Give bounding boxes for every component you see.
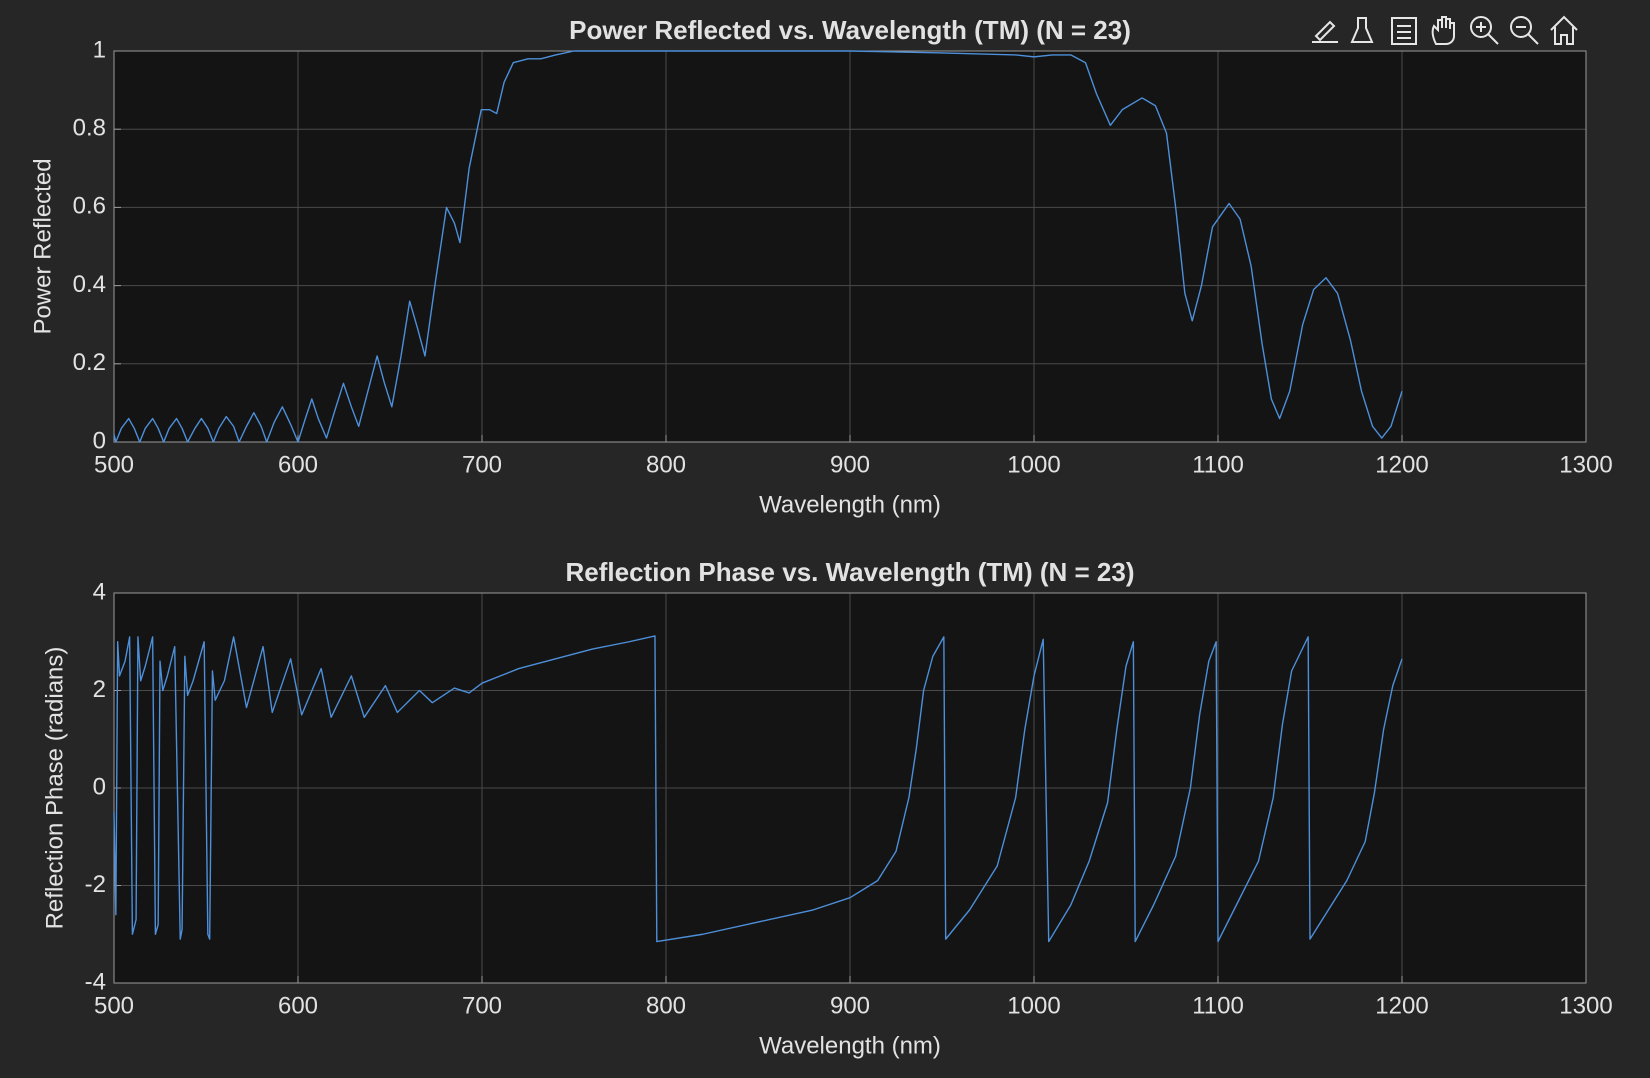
y-tick-label: 0 xyxy=(93,427,106,454)
y-tick-label: 1 xyxy=(93,36,106,63)
y-tick-label: -4 xyxy=(85,968,106,995)
x-tick-label: 600 xyxy=(278,992,318,1019)
toolbar xyxy=(1312,15,1578,45)
toolbar-brush[interactable] xyxy=(1350,17,1374,43)
toolbar-legend[interactable] xyxy=(1391,17,1417,45)
toolbar-home[interactable] xyxy=(1550,15,1578,45)
y-tick-label: 2 xyxy=(93,676,106,703)
x-tick-label: 1000 xyxy=(1007,451,1060,478)
chart-title: Power Reflected vs. Wavelength (TM) (N =… xyxy=(569,15,1131,45)
x-tick-label: 600 xyxy=(278,451,318,478)
x-tick-label: 900 xyxy=(830,992,870,1019)
toolbar-zoom-out[interactable] xyxy=(1510,16,1539,45)
x-tick-label: 1200 xyxy=(1375,451,1428,478)
y-tick-label: 0.6 xyxy=(73,193,106,220)
x-tick-label: 1000 xyxy=(1007,992,1060,1019)
x-tick-label: 1300 xyxy=(1559,451,1612,478)
x-tick-label: 500 xyxy=(94,992,134,1019)
axes: 500 600 700 800 900 1000 1100 1200 1300 0 0.2 0.4 0.… xyxy=(29,15,1612,518)
toolbar-zoom-in[interactable] xyxy=(1470,16,1499,45)
y-tick-label: 0 xyxy=(93,773,106,800)
y-tick-label: -2 xyxy=(85,871,106,898)
toolbar-edit[interactable] xyxy=(1312,20,1338,43)
chart-title: Reflection Phase vs. Wavelength (TM) (N … xyxy=(566,557,1135,587)
x-tick-label: 1100 xyxy=(1192,451,1244,478)
data-line xyxy=(113,635,1403,943)
x-axis-label: Wavelength (nm) xyxy=(759,1032,941,1059)
y-tick-label: 0.8 xyxy=(73,115,106,142)
y-axis-label: Power Reflected xyxy=(29,158,56,334)
x-tick-label: 1100 xyxy=(1192,992,1244,1019)
x-tick-label: 1300 xyxy=(1559,992,1612,1019)
axes: 500 600 700 800 900 1000 1100 1200 1300 -4 -2 0 2 4 Re… xyxy=(41,557,1612,1059)
x-axis-label: Wavelength (nm) xyxy=(759,491,941,518)
x-tick-label: 700 xyxy=(462,451,502,478)
y-tick-label: 0.4 xyxy=(73,271,106,298)
x-tick-label: 500 xyxy=(94,451,134,478)
toolbar-pan[interactable] xyxy=(1431,16,1455,45)
x-tick-label: 900 xyxy=(830,451,870,478)
x-tick-label: 1200 xyxy=(1375,992,1428,1019)
x-tick-label: 800 xyxy=(646,451,686,478)
data-line xyxy=(113,50,1403,443)
y-tick-label: 0.2 xyxy=(73,349,106,376)
x-tick-label: 700 xyxy=(462,992,502,1019)
x-tick-label: 800 xyxy=(646,992,686,1019)
axes-frame xyxy=(113,592,1587,984)
y-axis-label: Reflection Phase (radians) xyxy=(41,647,68,930)
y-tick-label: 4 xyxy=(93,578,106,605)
